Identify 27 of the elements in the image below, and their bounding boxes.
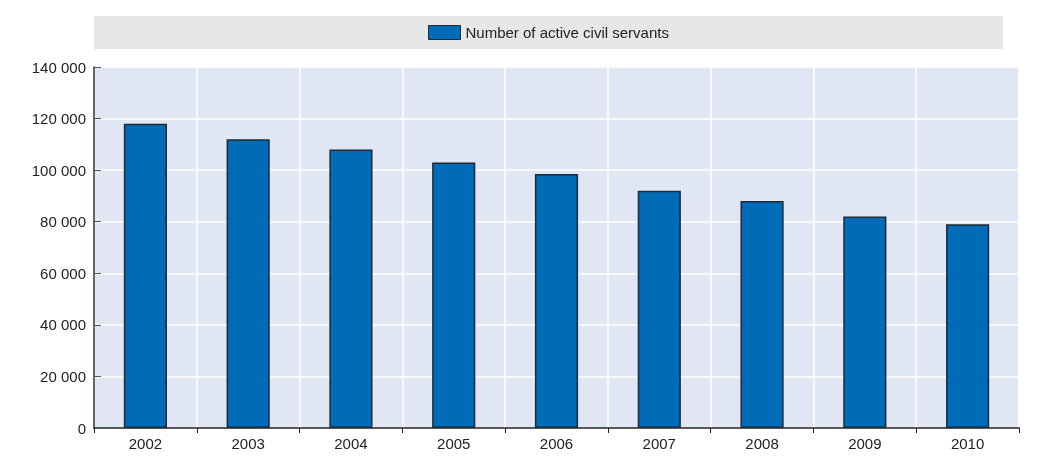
x-tick-label: 2006 — [539, 435, 574, 452]
y-tick-label: 20 000 — [40, 367, 86, 385]
x-tick-label: 2005 — [437, 435, 471, 452]
bar — [534, 174, 579, 428]
x-tick-label: 2008 — [745, 435, 779, 452]
y-tick-label: 0 — [77, 419, 86, 437]
bar — [946, 224, 990, 428]
y-tick-label: 80 000 — [40, 213, 86, 231]
y-tick-label: 40 000 — [40, 316, 86, 334]
x-tick-label: 2007 — [642, 435, 676, 452]
bar — [637, 190, 681, 428]
bar — [329, 149, 373, 428]
y-tick-label: 140 000 — [31, 58, 86, 76]
y-tick-label: 60 000 — [40, 264, 86, 282]
y-tick-label: 100 000 — [31, 161, 86, 179]
bar — [740, 201, 784, 428]
x-tick-label: 2009 — [848, 435, 882, 452]
bar — [843, 216, 887, 428]
bar — [432, 162, 476, 428]
x-tick-label: 2003 — [231, 435, 265, 452]
x-tick-label: 2002 — [128, 435, 163, 452]
y-tick-label: 120 000 — [31, 110, 86, 128]
x-tick-label: 2010 — [950, 435, 985, 452]
x-tick-label: 2004 — [334, 435, 368, 452]
legend-label: Number of active civil servants — [465, 24, 669, 41]
bar — [123, 123, 167, 428]
bar — [226, 139, 270, 428]
